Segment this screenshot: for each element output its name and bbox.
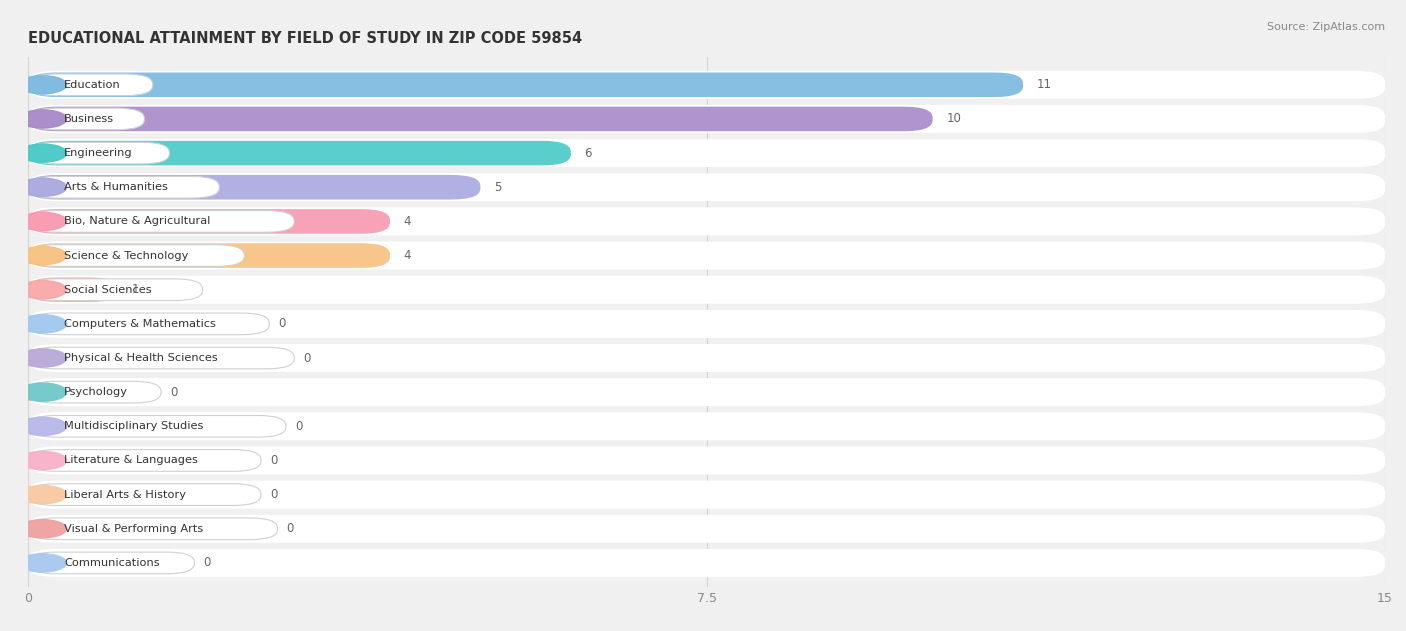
Text: 10: 10: [946, 112, 962, 126]
FancyBboxPatch shape: [28, 142, 169, 164]
Text: 0: 0: [287, 522, 294, 535]
FancyBboxPatch shape: [28, 378, 1385, 406]
Text: 11: 11: [1036, 78, 1052, 91]
Circle shape: [18, 212, 66, 230]
FancyBboxPatch shape: [28, 209, 389, 233]
FancyBboxPatch shape: [28, 447, 1385, 475]
FancyBboxPatch shape: [28, 278, 118, 302]
Text: Psychology: Psychology: [63, 387, 128, 397]
FancyBboxPatch shape: [28, 549, 1385, 577]
FancyBboxPatch shape: [28, 310, 1385, 338]
FancyBboxPatch shape: [28, 279, 202, 300]
FancyBboxPatch shape: [28, 344, 1385, 372]
Text: Engineering: Engineering: [63, 148, 132, 158]
FancyBboxPatch shape: [28, 313, 270, 334]
Text: 0: 0: [270, 454, 277, 467]
Circle shape: [18, 315, 66, 333]
Text: Communications: Communications: [63, 558, 159, 568]
FancyBboxPatch shape: [28, 108, 145, 130]
Text: Computers & Mathematics: Computers & Mathematics: [63, 319, 215, 329]
Text: 1: 1: [132, 283, 139, 296]
Circle shape: [18, 144, 66, 162]
Text: Business: Business: [63, 114, 114, 124]
Circle shape: [18, 417, 66, 435]
FancyBboxPatch shape: [28, 107, 932, 131]
Text: Visual & Performing Arts: Visual & Performing Arts: [63, 524, 204, 534]
Circle shape: [18, 554, 66, 572]
FancyBboxPatch shape: [28, 74, 153, 96]
Text: EDUCATIONAL ATTAINMENT BY FIELD OF STUDY IN ZIP CODE 59854: EDUCATIONAL ATTAINMENT BY FIELD OF STUDY…: [28, 31, 582, 46]
FancyBboxPatch shape: [28, 518, 277, 540]
FancyBboxPatch shape: [28, 174, 1385, 201]
FancyBboxPatch shape: [28, 245, 245, 266]
FancyBboxPatch shape: [28, 139, 1385, 167]
Text: 0: 0: [170, 386, 177, 399]
FancyBboxPatch shape: [28, 177, 219, 198]
FancyBboxPatch shape: [28, 141, 571, 165]
Text: 5: 5: [494, 180, 502, 194]
FancyBboxPatch shape: [28, 73, 1024, 97]
Circle shape: [18, 178, 66, 196]
Text: Physical & Health Sciences: Physical & Health Sciences: [63, 353, 218, 363]
FancyBboxPatch shape: [28, 208, 1385, 235]
Circle shape: [18, 520, 66, 538]
FancyBboxPatch shape: [28, 481, 1385, 509]
Text: 0: 0: [295, 420, 302, 433]
Text: Arts & Humanities: Arts & Humanities: [63, 182, 167, 192]
Circle shape: [18, 485, 66, 504]
Circle shape: [18, 110, 66, 128]
FancyBboxPatch shape: [28, 552, 194, 574]
Text: 0: 0: [304, 351, 311, 365]
Circle shape: [18, 451, 66, 469]
Text: Source: ZipAtlas.com: Source: ZipAtlas.com: [1267, 22, 1385, 32]
FancyBboxPatch shape: [28, 71, 1385, 99]
FancyBboxPatch shape: [28, 347, 294, 369]
Circle shape: [18, 349, 66, 367]
FancyBboxPatch shape: [28, 211, 294, 232]
FancyBboxPatch shape: [28, 415, 285, 437]
Text: 6: 6: [585, 146, 592, 160]
Text: Liberal Arts & History: Liberal Arts & History: [63, 490, 186, 500]
Text: 0: 0: [278, 317, 285, 331]
FancyBboxPatch shape: [28, 450, 262, 471]
Text: 4: 4: [404, 215, 411, 228]
Text: Multidisciplinary Studies: Multidisciplinary Studies: [63, 422, 204, 432]
Circle shape: [18, 383, 66, 401]
Text: Science & Technology: Science & Technology: [63, 251, 188, 261]
FancyBboxPatch shape: [28, 484, 262, 505]
Text: Education: Education: [63, 80, 121, 90]
FancyBboxPatch shape: [28, 244, 389, 268]
FancyBboxPatch shape: [28, 412, 1385, 440]
FancyBboxPatch shape: [28, 175, 481, 199]
Text: 0: 0: [270, 488, 277, 501]
Text: 0: 0: [204, 557, 211, 569]
Text: Bio, Nature & Agricultural: Bio, Nature & Agricultural: [63, 216, 211, 227]
Text: Social Sciences: Social Sciences: [63, 285, 152, 295]
Circle shape: [18, 281, 66, 299]
FancyBboxPatch shape: [28, 381, 162, 403]
Text: 4: 4: [404, 249, 411, 262]
FancyBboxPatch shape: [28, 105, 1385, 133]
FancyBboxPatch shape: [28, 276, 1385, 304]
Circle shape: [18, 247, 66, 264]
Text: Literature & Languages: Literature & Languages: [63, 456, 198, 466]
Circle shape: [18, 76, 66, 94]
FancyBboxPatch shape: [28, 242, 1385, 269]
FancyBboxPatch shape: [28, 515, 1385, 543]
